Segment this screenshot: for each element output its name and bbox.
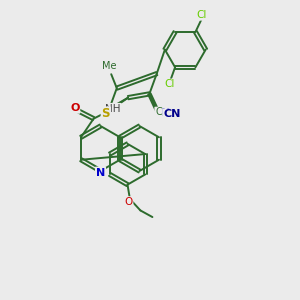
Text: Cl: Cl [196, 10, 207, 20]
Text: O: O [124, 197, 133, 207]
Text: N: N [161, 108, 171, 118]
Text: C: C [155, 107, 162, 118]
Text: NH: NH [105, 104, 121, 114]
Text: O: O [70, 103, 80, 113]
Text: Cl: Cl [164, 80, 174, 89]
Text: Me: Me [103, 61, 117, 70]
Text: N: N [96, 167, 105, 178]
Text: S: S [102, 107, 110, 120]
Text: CN: CN [163, 109, 180, 119]
